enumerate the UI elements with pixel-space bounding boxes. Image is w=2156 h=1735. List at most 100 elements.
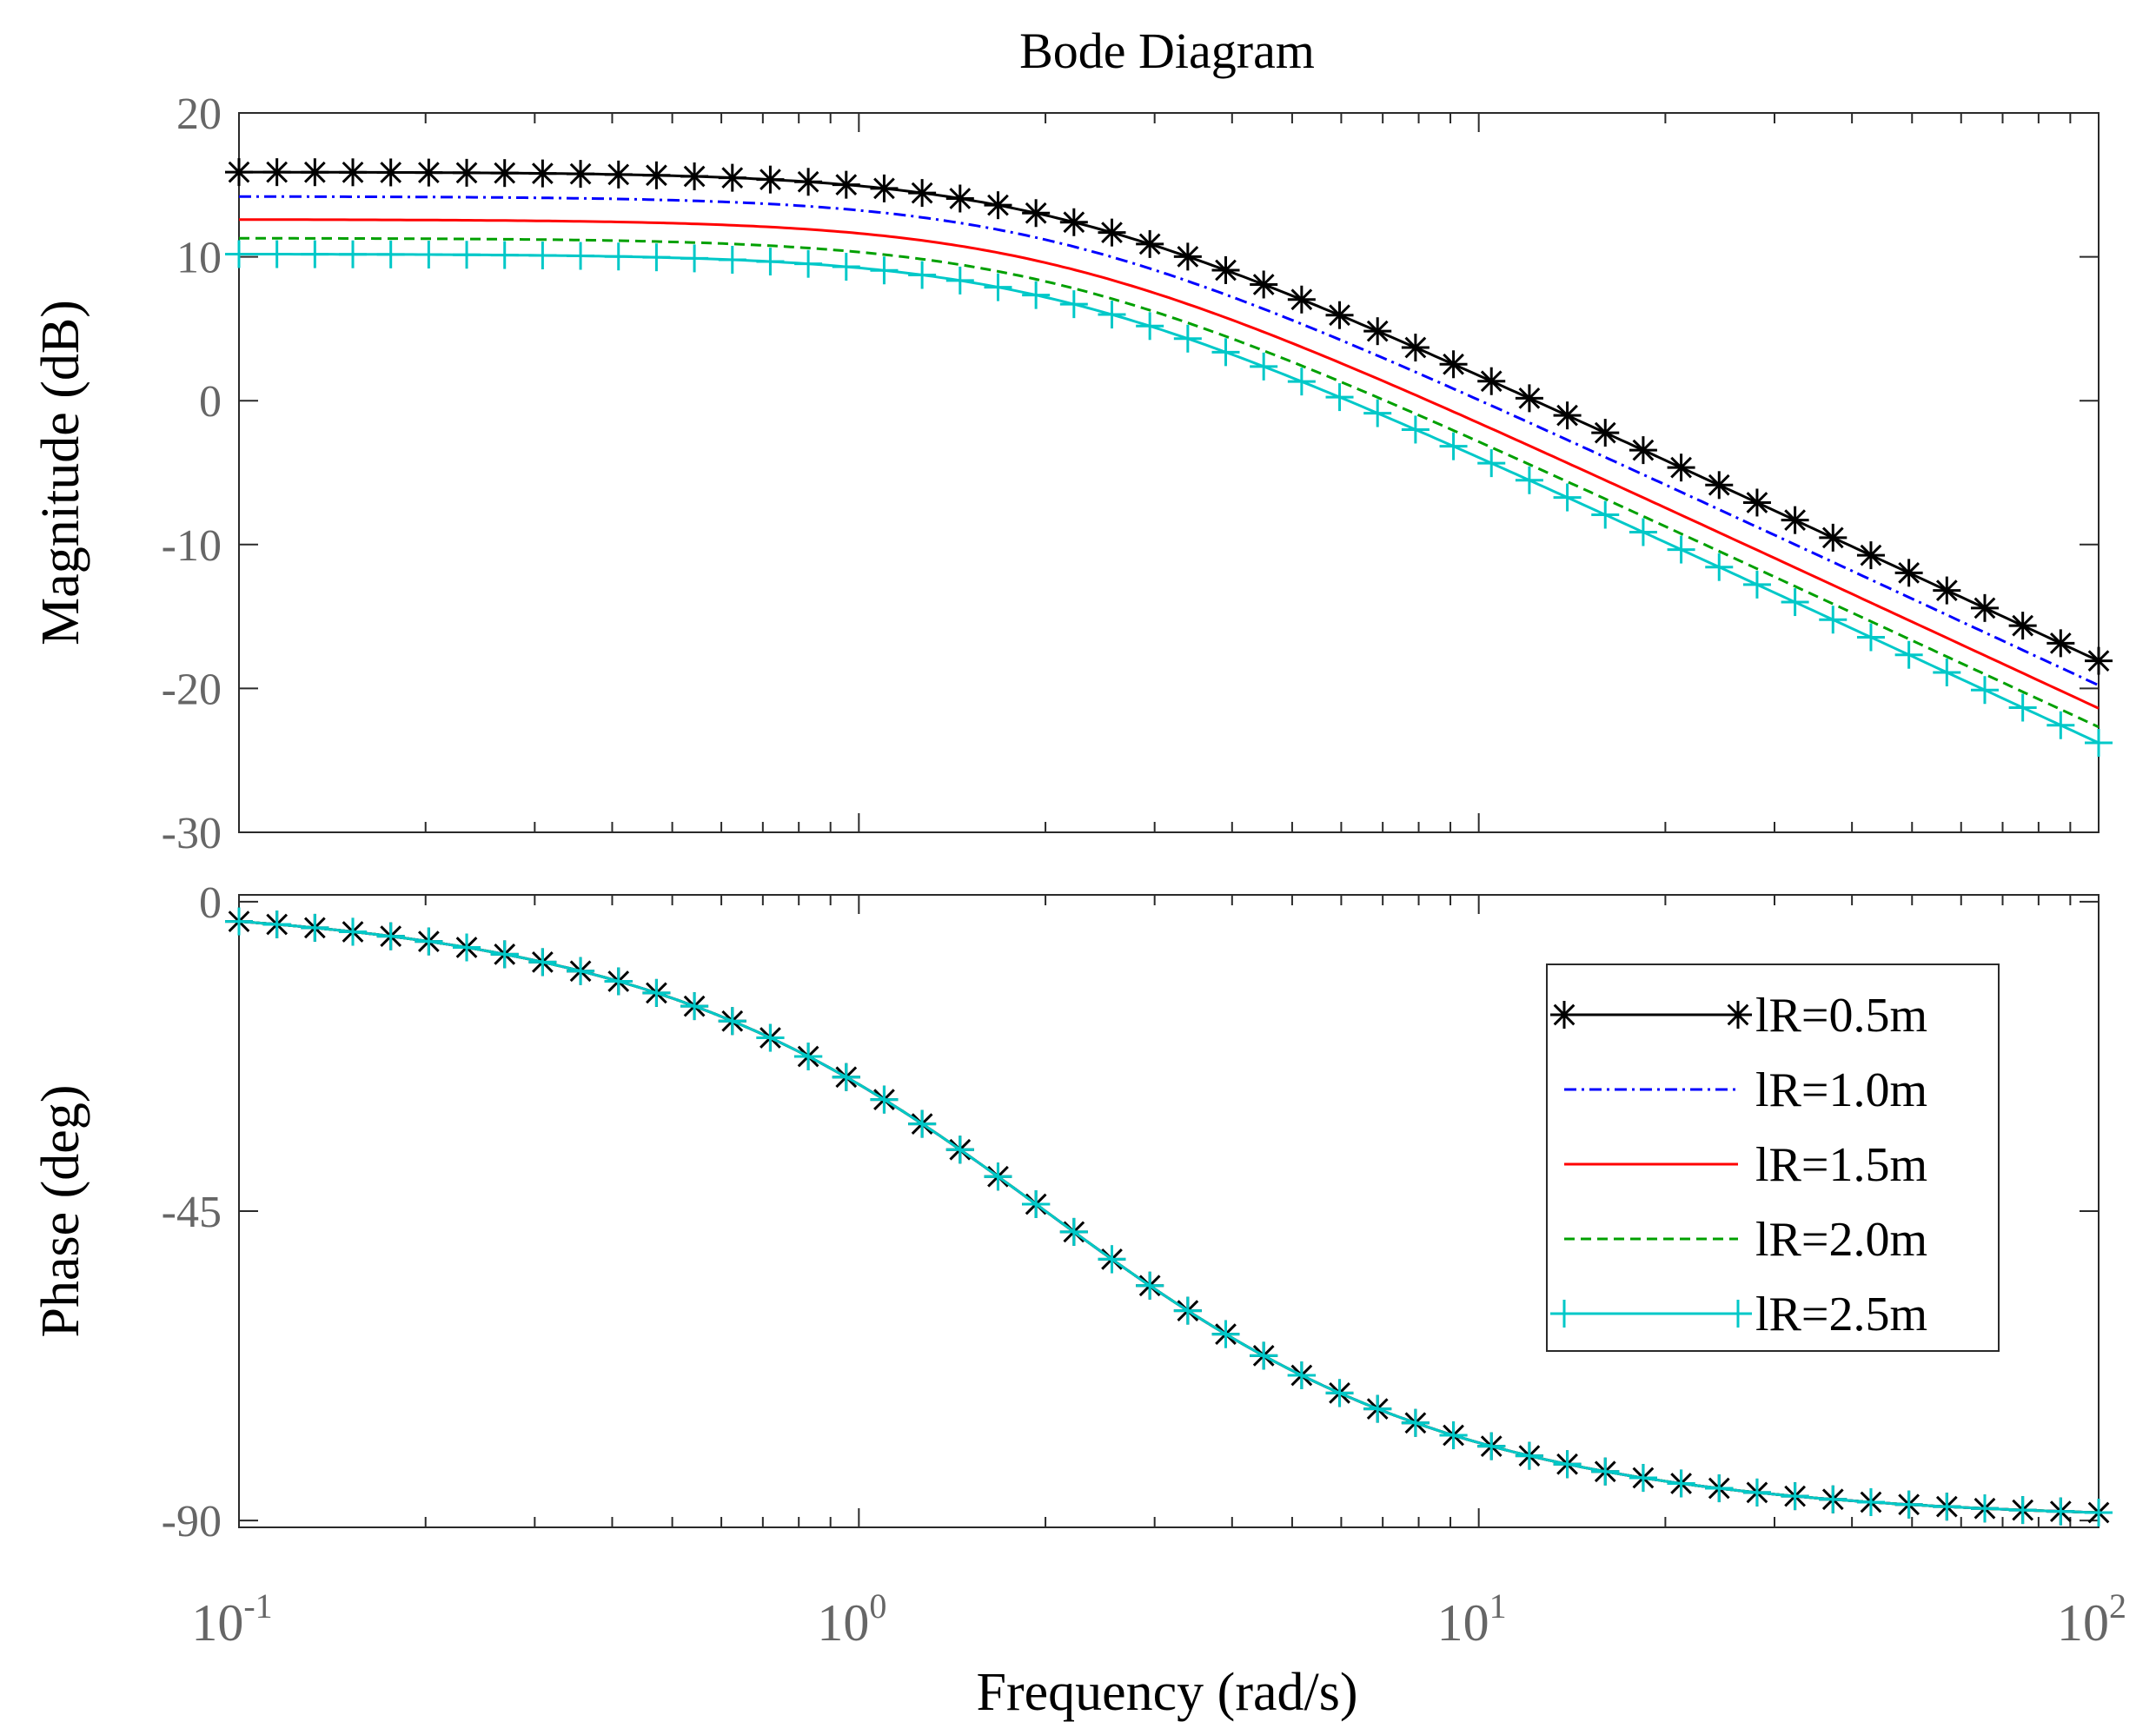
asterisk-marker: [1553, 401, 1582, 430]
plus-marker: [1591, 500, 1620, 529]
asterisk-stroke: [911, 182, 933, 204]
plus-marker: [1477, 1432, 1506, 1460]
phase-markers-lr-2-5m: [225, 907, 2113, 1527]
plus-marker: [1553, 483, 1582, 512]
plus-marker: [1667, 535, 1695, 564]
asterisk-marker: [794, 168, 823, 196]
plus-marker: [1781, 588, 1809, 617]
plus-marker: [2085, 729, 2113, 758]
plus-marker: [1550, 1300, 1578, 1328]
plus-marker: [1211, 1320, 1240, 1348]
plus-marker: [1173, 1296, 1202, 1325]
asterisk-marker: [984, 191, 1012, 220]
plus-marker: [528, 241, 557, 269]
plus-marker: [1059, 290, 1088, 319]
plus-marker: [1515, 1441, 1543, 1470]
asterisk-stroke: [646, 164, 667, 187]
plus-marker: [604, 967, 633, 996]
legend-item: lR=1.5m: [1564, 1138, 1927, 1192]
phase-ticks: 0 -45 -90: [162, 878, 2099, 1546]
asterisk-stroke: [455, 162, 478, 184]
plus-marker: [301, 240, 329, 268]
plus-marker: [908, 1109, 937, 1138]
asterisk-stroke: [1290, 288, 1313, 311]
asterisk-stroke: [228, 161, 250, 183]
asterisk-marker: [1022, 199, 1051, 228]
asterisk-stroke: [987, 194, 1009, 216]
plus-marker: [1819, 1485, 1848, 1513]
asterisk-stroke: [494, 162, 516, 184]
asterisk-stroke: [2012, 614, 2034, 637]
plus-marker: [756, 1023, 785, 1052]
asterisk-marker: [1325, 301, 1354, 329]
asterisk-stroke: [1443, 353, 1464, 375]
asterisk-stroke: [607, 163, 630, 186]
plus-marker: [1629, 518, 1657, 546]
plus-marker: [1933, 658, 1961, 686]
x-tick-exponent: 1: [1489, 1586, 1507, 1626]
plus-marker: [376, 240, 405, 268]
asterisk-stroke: [380, 162, 402, 183]
asterisk-marker: [415, 158, 443, 187]
asterisk-stroke: [1784, 509, 1806, 532]
asterisk-marker: [1970, 593, 1999, 622]
asterisk-marker: [262, 158, 291, 187]
asterisk-stroke: [949, 188, 972, 209]
legend-label: lR=1.0m: [1755, 1063, 1927, 1117]
asterisk-stroke: [797, 170, 819, 193]
phase-tick-label: 0: [199, 878, 222, 928]
asterisk-marker: [1439, 350, 1468, 379]
plus-marker: [832, 253, 860, 281]
asterisk-marker: [945, 184, 974, 213]
asterisk-stroke: [1860, 544, 1882, 566]
asterisk-stroke: [721, 167, 744, 189]
asterisk-marker: [1705, 471, 1734, 500]
asterisk-marker: [870, 174, 899, 202]
legend-label: lR=2.5m: [1755, 1288, 1927, 1341]
asterisk-stroke: [1632, 439, 1655, 461]
plus-marker: [1325, 1379, 1354, 1407]
asterisk-marker: [756, 165, 785, 194]
plus-marker: [1136, 1271, 1164, 1300]
asterisk-marker: [1211, 255, 1240, 284]
asterisk-marker: [1591, 419, 1620, 447]
asterisk-marker: [1401, 334, 1430, 362]
asterisk-stroke: [1101, 222, 1123, 244]
asterisk-marker: [1098, 218, 1126, 247]
magnitude-markers-lr-2-5m: [225, 240, 2113, 758]
plus-marker: [604, 242, 633, 271]
asterisk-stroke: [1480, 370, 1503, 393]
plus-marker: [339, 240, 368, 268]
plus-marker: [1439, 1421, 1468, 1450]
asterisk-stroke: [2087, 650, 2110, 672]
plus-marker: [1287, 368, 1316, 396]
plus-marker: [642, 243, 671, 272]
plus-marker: [1363, 1394, 1392, 1423]
asterisk-marker: [604, 160, 633, 189]
plus-marker: [1401, 415, 1430, 444]
asterisk-stroke: [1746, 492, 1768, 513]
legend-item: lR=2.0m: [1564, 1213, 1927, 1267]
plus-marker: [1250, 352, 1278, 381]
asterisk-marker: [1173, 242, 1202, 271]
phase-axis-label: Phase (deg): [31, 1085, 90, 1338]
asterisk-marker: [376, 158, 405, 187]
plus-marker: [453, 241, 481, 269]
x-tick-label: 100: [817, 1586, 886, 1652]
asterisk-stroke: [532, 162, 554, 184]
plus-marker: [1894, 1490, 1923, 1519]
asterisk-stroke: [1366, 320, 1389, 342]
magnitude-tick-label: -20: [162, 665, 222, 714]
plus-marker: [642, 978, 671, 1007]
plus-marker: [1439, 432, 1468, 460]
plus-marker: [718, 245, 746, 274]
plus-marker: [1515, 466, 1543, 494]
x-tick-exponent: 2: [2109, 1586, 2126, 1626]
plus-marker: [2008, 693, 2037, 722]
x-axis-label: Frequency (rad/s): [977, 1663, 1358, 1722]
magnitude-line-lr-1-5m: [239, 218, 2100, 710]
plus-marker: [490, 940, 519, 969]
legend-label: lR=1.5m: [1755, 1138, 1927, 1192]
plus-marker: [1250, 1341, 1278, 1370]
asterisk-stroke: [1329, 304, 1350, 327]
